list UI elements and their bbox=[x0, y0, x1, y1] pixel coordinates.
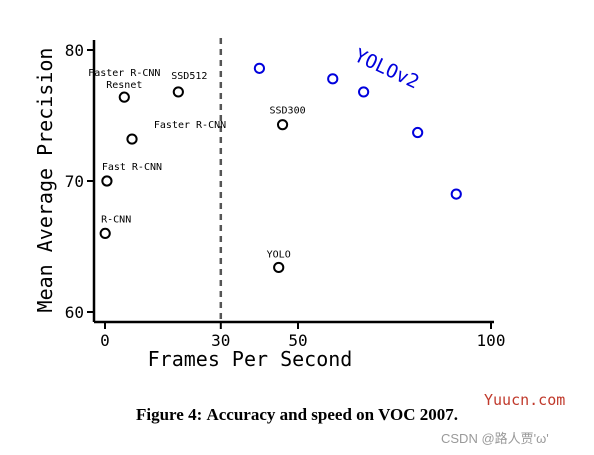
x-tick-label: 100 bbox=[477, 331, 506, 350]
point-faster-r-cnn bbox=[126, 133, 138, 145]
label-ssd512: SSD512 bbox=[171, 71, 207, 82]
ticks: 0 30 50 100 60 70 80 bbox=[65, 41, 506, 350]
watermark-yuucn: Yuucn.com bbox=[484, 391, 566, 409]
point-yolov2-4 bbox=[450, 188, 462, 200]
figure-caption: Figure 4: Accuracy and speed on VOC 2007… bbox=[0, 405, 594, 425]
y-tick-label: 80 bbox=[65, 41, 84, 60]
label-ssd300: SSD300 bbox=[269, 106, 305, 117]
label-r-cnn: R-CNN bbox=[101, 214, 131, 225]
axes bbox=[92, 40, 494, 324]
y-axis-title: Mean Average Precision bbox=[33, 48, 57, 313]
point-yolov2-1 bbox=[327, 73, 339, 85]
point-yolo bbox=[273, 261, 285, 274]
series-label-yolov2: YOLOv2 bbox=[351, 45, 423, 94]
x-tick-label: 50 bbox=[288, 331, 307, 350]
points bbox=[99, 62, 462, 274]
watermark-csdn: CSDN @路人贾'ω' bbox=[441, 431, 549, 446]
y-tick-label: 60 bbox=[65, 303, 84, 322]
caption-prefix: Figure 4: bbox=[135, 405, 203, 424]
label-faster-r-cnn: Faster R-CNN bbox=[154, 120, 226, 131]
point-r-cnn bbox=[99, 227, 111, 239]
x-axis-title: Frames Per Second bbox=[148, 347, 353, 371]
point-ssd300 bbox=[276, 119, 289, 131]
label-faster-r-cnn-resnet-line2: Resnet bbox=[106, 80, 142, 91]
point-faster-r-cnn-resnet bbox=[118, 91, 130, 103]
caption-text: Accuracy and speed on VOC 2007. bbox=[206, 405, 459, 424]
label-yolo: YOLO bbox=[267, 249, 291, 260]
point-yolov2-2 bbox=[358, 86, 370, 98]
point-ssd512 bbox=[172, 86, 184, 98]
x-tick-label: 0 bbox=[100, 331, 110, 350]
point-yolov2-3 bbox=[412, 126, 424, 139]
point-yolov2-0 bbox=[253, 62, 265, 74]
point-fast-r-cnn bbox=[101, 175, 113, 187]
label-fast-r-cnn: Fast R-CNN bbox=[102, 162, 162, 173]
y-tick-label: 70 bbox=[65, 172, 84, 191]
x-tick-label: 30 bbox=[211, 331, 230, 350]
label-faster-r-cnn-resnet-line1: Faster R-CNN bbox=[88, 68, 160, 79]
